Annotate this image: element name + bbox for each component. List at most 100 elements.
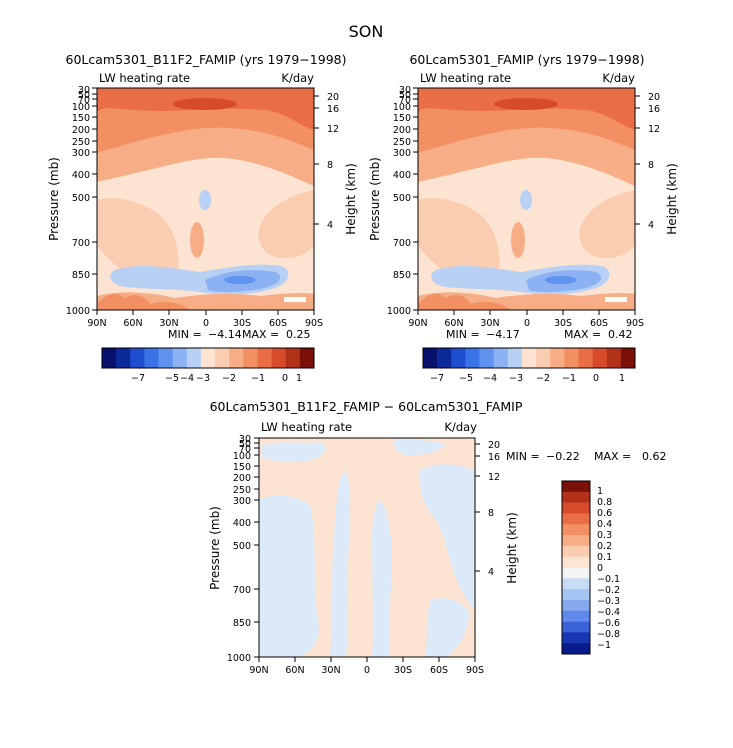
panel-2-cbar-label-2: −4 [483,373,497,384]
panel-1-ytick-200: 200 [72,125,90,136]
panel-2-cbar-label-6: 0 [593,373,599,384]
panel-2-cbar-swatch-9 [550,348,565,368]
panel-1-cbar-swatch-11 [257,348,272,368]
panel-3-cbar-label-14: −1 [597,640,611,651]
panel-1-right-mid-lobe [258,190,314,259]
panel-3-cbar-swatch-9 [562,578,590,590]
panel-3-cbar-label-12: −0.6 [597,618,620,629]
panel-3-y2tick-16: 16 [488,452,500,463]
panel-2-x-ticks: 90N 60N 30N 0 30S 60S 90S [408,310,644,329]
panel-2-equator-blob [520,190,532,210]
panel-2-cbar-label-0: −7 [430,373,444,384]
panel-3-min-value: −0.22 [546,450,580,463]
panel-1-cbar-swatch-3 [144,348,159,368]
panel-1-cbar-swatch-2 [130,348,145,368]
panel-1-cbar-swatch-6 [186,348,202,368]
panel-3-cbar-swatch-13 [562,621,590,633]
panel-2-midlevel-lobe-left [418,198,500,282]
panel-2-ytick-1000: 1000 [387,306,411,317]
panel-1-xtick-0: 0 [203,318,209,329]
panel-2-ytick-150: 150 [393,113,411,124]
panel-2-xtick-0: 0 [524,318,530,329]
panel-3-cbar-label-8: −0.1 [597,574,620,585]
panel-1-units: K/day [281,71,314,85]
panel-1-cbar-swatch-0 [102,348,117,368]
panel-2-cbar-label-1: −5 [459,373,473,384]
panel-3-cbar-swatch-11 [562,599,590,612]
panel-2-tropopause-max [494,98,558,110]
panel-1-title: 60Lcam5301_B11F2_FAMIP (yrs 1979−1998) [66,52,347,67]
panel-2-cbar-swatch-3 [465,348,480,368]
panel-3-cool-patch-top [394,439,445,456]
panel-1-min-label: MIN = [168,328,202,341]
panel-2-y2-ticks: 4 8 12 16 20 [635,92,660,231]
panel-3-xtick-30s: 30S [394,665,412,676]
panel-3-cbar-label-0: 1 [597,486,603,497]
panel-2-max-label: MAX = [564,328,601,341]
panel-1-ytick-70: 70 [78,95,90,106]
panel-2-cbar-label-5: −1 [562,373,576,384]
panel-2-field [418,88,635,310]
panel-3-ytick-50: 50 [239,439,251,450]
panel-1-cbar-label-7: 1 [296,373,302,384]
panel-2-cbar-swatch-14 [620,348,636,368]
panel-1-ytick-300: 300 [72,148,90,159]
panel-1-y2label: Height (km) [344,163,358,234]
panel-3-cbar-swatch-15 [562,643,590,655]
panel-2-min-label: MIN = [446,328,480,341]
panel-1-cbar-label-4: −2 [222,373,236,384]
panel-1-y2tick-20: 20 [327,92,339,103]
panel-3-ytick-850: 850 [233,618,251,629]
panel-2-ytick-700: 700 [393,238,411,249]
panel-2-xtick-30s: 30S [554,318,572,329]
panel-3-cbar-swatch-1 [562,491,590,503]
panel-2-y-ticks: 1000 850 700 500 400 300 250 200 150 100… [387,85,418,317]
panel-1-y-ticks: 1000 850 700 500 400 300 250 200 150 100… [66,85,97,317]
panel-2-cbar-label-4: −2 [536,373,550,384]
panel-3-cbar-swatch-4 [562,524,590,536]
panel-3-cbar-swatch-2 [562,502,590,514]
panel-1-surface-gap [284,297,306,302]
panel-2-ytick-400: 400 [393,170,411,181]
panel-3-ylabel: Pressure (mb) [208,506,222,590]
panel-1-cbar-swatch-10 [243,348,258,368]
panel-3-cbar-label-11: −0.4 [597,607,620,618]
panel-3: 60Lcam5301_B11F2_FAMIP − 60Lcam5301_FAMI… [208,399,667,676]
panel-3-field-label: LW heating rate [261,420,352,434]
panel-2-cbar-swatch-2 [451,348,466,368]
panel-3-cbar-label-5: 0.2 [597,541,612,552]
panel-2-cbar-swatch-10 [564,348,579,368]
panel-2-surface-gap [605,297,627,302]
panel-1-field [97,88,314,310]
panel-2-ytick-250: 250 [393,137,411,148]
panel-2-y2tick-8: 8 [648,160,654,171]
panel-2-cbar-label-7: 1 [619,373,625,384]
panel-2-ytick-30: 30 [399,85,411,96]
panel-1-surface-core [97,293,190,310]
panel-3-cool-patch-left [259,495,319,657]
panel-3-cbar-label-9: −0.2 [597,585,620,596]
panel-2-right-mid-lobe [579,190,635,259]
panel-2-ytick-850: 850 [393,270,411,281]
panel-3-y2tick-8: 8 [488,508,494,519]
panel-1: 60Lcam5301_B11F2_FAMIP (yrs 1979−1998) L… [47,52,358,384]
panel-3-cbar-label-10: −0.3 [597,596,620,607]
panel-2-cbar-swatch-8 [536,348,551,368]
panel-2-max-value: 0.42 [608,328,633,341]
panel-1-xtick-90s: 90S [305,318,323,329]
panel-1-y2tick-8: 8 [327,160,333,171]
panel-3-cbar-label-2: 0.6 [597,508,612,519]
panel-1-cbar-swatch-7 [200,348,216,368]
panel-1-cbar-swatch-12 [271,348,287,368]
panel-3-cbar-swatch-10 [562,589,590,601]
panel-2-ytick-500: 500 [393,193,411,204]
panel-3-ytick-250: 250 [233,485,251,496]
panel-3-y2tick-12: 12 [488,472,500,483]
panel-2-equator-core [511,222,525,258]
panel-2-cbar-swatch-13 [606,348,622,368]
panel-3-ytick-200: 200 [233,473,251,484]
panel-3-cbar-swatch-3 [562,513,590,525]
panel-3-cbar-label-3: 0.4 [597,519,612,530]
panel-3-cool-patch-bottom-right [425,598,470,657]
